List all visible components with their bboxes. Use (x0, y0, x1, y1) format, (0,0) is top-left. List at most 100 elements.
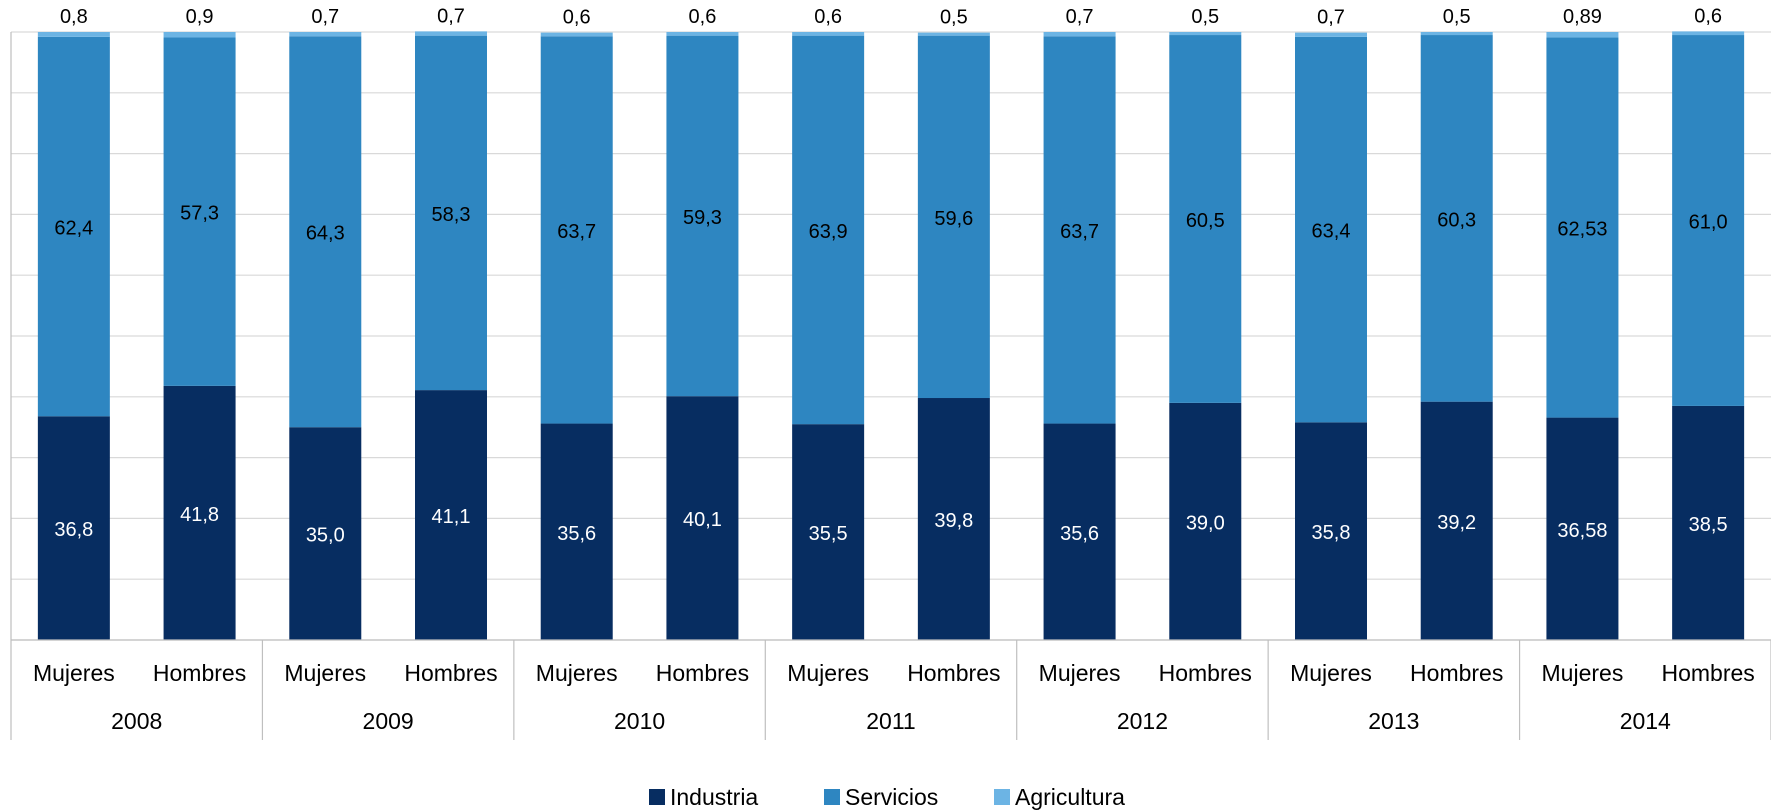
data-label-agricultura: 0,8 (60, 6, 88, 28)
data-label-servicios: 62,4 (54, 218, 93, 240)
bar-industria (37, 416, 110, 640)
x-tick-label: Hombres (907, 660, 1000, 686)
bar-industria (1672, 405, 1745, 640)
bar-industria (1420, 401, 1493, 640)
x-tick-label: Mujeres (284, 660, 366, 686)
data-label-servicios: 63,7 (557, 221, 596, 243)
bar-servicios (415, 35, 487, 391)
data-label-industria: 36,8 (54, 519, 93, 541)
bar-servicios (1169, 35, 1242, 403)
x-year-label: 2008 (111, 708, 162, 734)
bar-industria (163, 385, 236, 640)
x-year-label: 2014 (1620, 708, 1671, 734)
data-label-industria: 35,6 (557, 523, 596, 545)
data-label-industria: 41,8 (180, 504, 219, 526)
bar-servicios (1672, 35, 1745, 406)
bar-agricultura (415, 31, 487, 36)
bar-agricultura (1420, 32, 1493, 36)
x-tick-label: Hombres (1159, 660, 1252, 686)
data-label-industria: 36,58 (1557, 520, 1607, 542)
data-label-industria: 39,8 (934, 510, 973, 532)
data-label-industria: 35,8 (1312, 522, 1351, 544)
bar-industria (1043, 423, 1116, 640)
x-axis: Mujeres Hombres Mujeres Hombres Mujeres Hombr… (10, 639, 1771, 740)
bar-industria (792, 424, 865, 640)
data-label-servicios: 63,4 (1312, 221, 1351, 243)
x-tick-label: Hombres (153, 660, 246, 686)
data-label-servicios: 60,3 (1437, 209, 1476, 231)
legend-swatch-servicios (824, 789, 840, 805)
bar-industria (289, 427, 362, 640)
bar-industria (666, 396, 739, 640)
data-label-industria: 39,2 (1437, 512, 1476, 534)
data-label-agricultura: 0,6 (814, 6, 842, 28)
data-label-agricultura: 0,89 (1563, 6, 1602, 28)
data-label-servicios: 61,0 (1689, 211, 1728, 233)
bar-industria (540, 423, 613, 640)
x-tick-label: Hombres (1410, 660, 1503, 686)
x-year-label: 2013 (1368, 708, 1419, 734)
x-tick-label: Hombres (404, 660, 497, 686)
value-labels: 36,8 62,4 0,8 41,8 57,3 0,9 35,0 64,3 0,7 41,1 58,… (54, 5, 1727, 546)
legend-label-servicios: Servicios (845, 784, 938, 810)
data-label-industria: 38,5 (1689, 514, 1728, 536)
data-label-servicios: 63,7 (1060, 221, 1099, 243)
bar-industria (1295, 422, 1367, 640)
x-year-label: 2010 (614, 708, 665, 734)
bar-servicios (1546, 37, 1619, 418)
data-label-agricultura: 0,5 (1443, 6, 1471, 28)
data-label-agricultura: 0,5 (940, 7, 968, 29)
data-label-agricultura: 0,9 (186, 6, 214, 28)
data-label-servicios: 57,3 (180, 203, 219, 225)
bar-agricultura (1546, 32, 1619, 38)
bar-servicios (163, 37, 236, 386)
data-label-servicios: 63,9 (809, 221, 848, 243)
bar-agricultura (1043, 32, 1116, 37)
bar-agricultura (289, 32, 362, 37)
data-label-industria: 41,1 (432, 506, 471, 528)
bar-servicios (917, 35, 990, 399)
x-tick-label: Mujeres (1542, 660, 1624, 686)
bar-industria (415, 390, 487, 640)
data-label-servicios: 62,53 (1557, 219, 1607, 241)
data-label-servicios: 64,3 (306, 223, 345, 245)
x-year-label: 2012 (1117, 708, 1168, 734)
gridlines (10, 31, 1771, 641)
bar-industria (1169, 402, 1242, 640)
bar-servicios (540, 36, 613, 424)
bar-agricultura (540, 32, 613, 37)
bar-agricultura (1295, 32, 1367, 37)
legend: Industria Servicios Agricultura (649, 784, 1125, 810)
bar-servicios (666, 35, 739, 397)
data-label-servicios: 59,6 (934, 208, 973, 230)
data-label-agricultura: 0,6 (563, 7, 591, 29)
data-label-agricultura: 0,6 (1694, 5, 1722, 27)
bar-servicios (1420, 35, 1493, 402)
x-tick-label: Mujeres (33, 660, 115, 686)
bar-servicios (289, 36, 362, 428)
data-label-industria: 35,0 (306, 525, 345, 547)
bars (37, 31, 1745, 640)
x-tick-label: Mujeres (536, 660, 618, 686)
data-label-agricultura: 0,7 (437, 5, 465, 27)
data-label-agricultura: 0,7 (1317, 7, 1345, 29)
bar-agricultura (1169, 32, 1242, 36)
bar-servicios (37, 36, 110, 417)
bar-industria (1546, 417, 1619, 640)
x-year-label: 2009 (363, 708, 414, 734)
x-tick-label: Hombres (656, 660, 749, 686)
data-label-agricultura: 0,7 (311, 6, 339, 28)
data-label-industria: 39,0 (1186, 512, 1225, 534)
legend-swatch-industria (649, 789, 665, 805)
bar-agricultura (37, 32, 110, 37)
bar-agricultura (792, 32, 865, 36)
data-label-agricultura: 0,7 (1066, 6, 1094, 28)
data-label-industria: 35,5 (809, 523, 848, 545)
x-tick-label: Mujeres (787, 660, 869, 686)
x-tick-label: Hombres (1661, 660, 1754, 686)
data-label-servicios: 59,3 (683, 207, 722, 229)
x-year-label: 2011 (866, 708, 915, 734)
bar-servicios (1295, 36, 1367, 423)
bar-servicios (792, 35, 865, 425)
